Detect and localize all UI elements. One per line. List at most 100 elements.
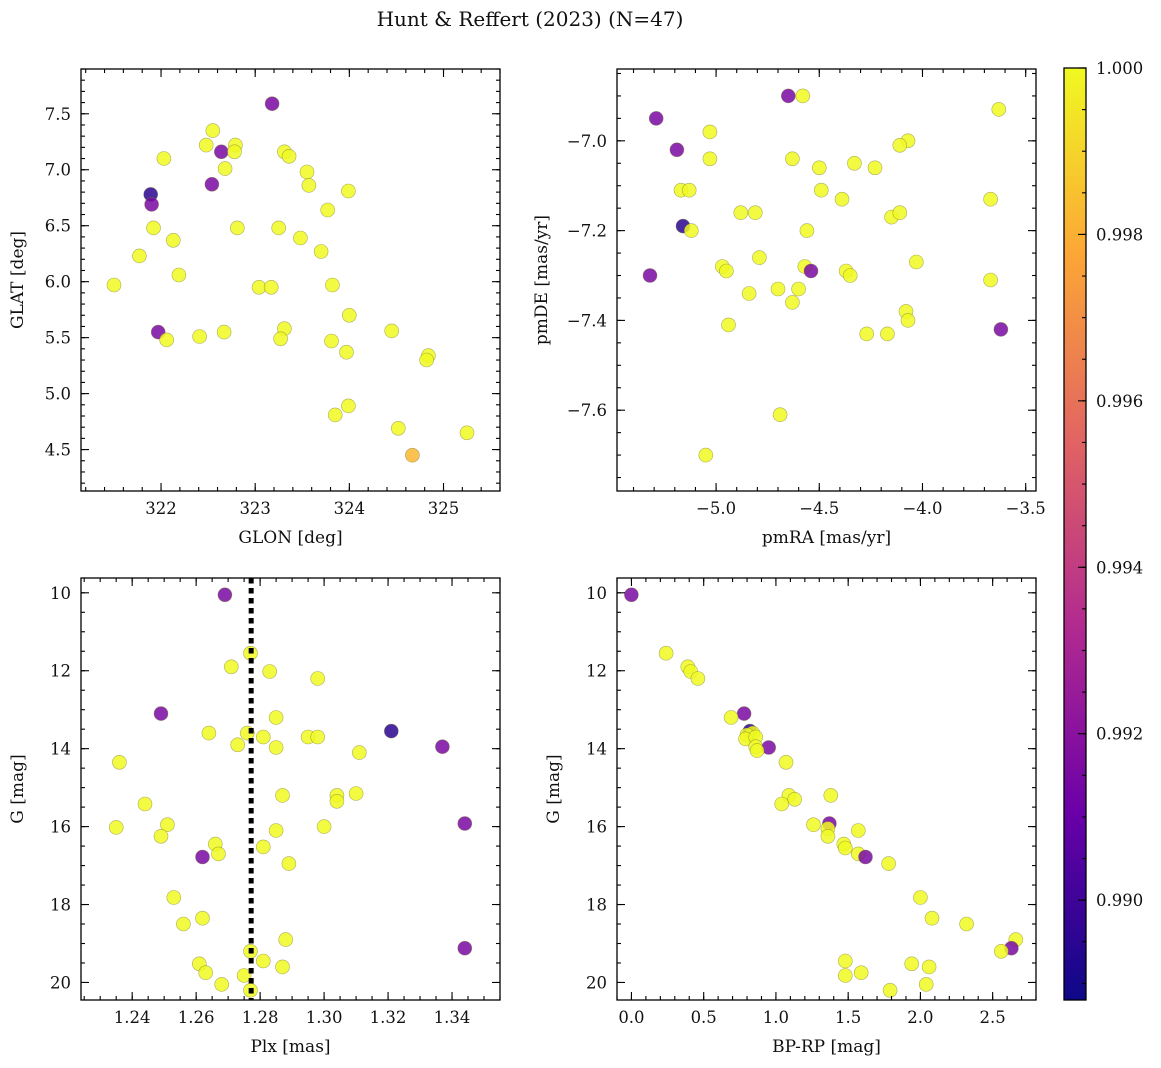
data-point <box>166 233 181 248</box>
data-point <box>683 223 699 238</box>
data-point <box>224 659 239 675</box>
data-point <box>153 828 169 844</box>
data-point <box>648 111 664 126</box>
data-point <box>669 142 685 158</box>
data-point <box>770 281 786 297</box>
data-point <box>778 754 794 770</box>
data-point <box>132 248 147 264</box>
data-point <box>195 910 210 926</box>
x-tick-label: −4.0 <box>902 499 942 518</box>
data-point <box>255 839 271 855</box>
data-point <box>795 88 811 104</box>
y-tick-label: −7.0 <box>567 132 607 151</box>
data-point <box>271 220 287 236</box>
data-point <box>351 745 367 760</box>
data-point <box>842 268 858 283</box>
data-point <box>741 286 757 301</box>
x-tick-label: 1.0 <box>763 1008 789 1027</box>
data-point <box>251 279 267 295</box>
x-tick-label: 1.26 <box>178 1008 215 1027</box>
data-point <box>275 788 290 803</box>
data-point <box>137 796 153 812</box>
data-point <box>112 754 127 770</box>
data-point <box>834 191 850 207</box>
data-point <box>205 123 221 138</box>
data-point <box>459 425 475 441</box>
y-tick-label: 4.5 <box>45 441 71 460</box>
data-point <box>853 965 869 981</box>
data-point <box>993 322 1009 337</box>
data-point <box>108 820 124 835</box>
data-point <box>918 977 934 992</box>
data-point <box>217 587 233 603</box>
data-point <box>904 956 920 972</box>
x-tick-label: 325 <box>428 499 460 518</box>
x-tick-label: 1.28 <box>242 1008 279 1027</box>
data-point <box>791 281 806 297</box>
panel-bprp-g: 0.0 0.5 1.0 1.5 2.0 2.5 10 12 14 16 18 20 BP-RP [mag… <box>544 577 1037 1057</box>
colorbar: 0.990 0.992 0.994 0.996 0.998 1.000 <box>1063 59 1143 1001</box>
data-point <box>227 144 242 160</box>
data-point <box>723 710 739 725</box>
data-point <box>457 816 473 831</box>
data-point <box>195 849 210 865</box>
data-point <box>752 250 767 265</box>
y-tick-label: 7.5 <box>45 105 71 124</box>
data-point <box>749 743 765 758</box>
data-point <box>198 137 214 153</box>
data-point <box>106 277 122 293</box>
data-point <box>214 977 229 992</box>
data-point <box>236 968 252 983</box>
data-point <box>166 890 182 905</box>
y-tick-label: 12 <box>50 662 71 681</box>
data-point <box>823 788 839 803</box>
y-tick-label: 6.0 <box>45 273 71 292</box>
y-tick-label: 20 <box>586 973 607 992</box>
data-point <box>262 664 278 679</box>
data-point <box>383 723 399 739</box>
data-point <box>702 124 718 140</box>
data-point <box>803 263 819 279</box>
y-tick-label: −7.2 <box>567 222 607 241</box>
data-point <box>747 205 763 220</box>
data-point <box>787 791 803 807</box>
data-point <box>993 943 1009 959</box>
data-point <box>806 817 821 833</box>
data-point <box>230 737 245 753</box>
figure-title: Hunt & Reffert (2023) (N=47) <box>377 7 684 31</box>
data-point <box>268 823 284 838</box>
data-point <box>774 796 790 812</box>
data-point <box>348 786 364 801</box>
data-point <box>299 164 315 180</box>
data-point <box>799 223 815 238</box>
data-point <box>892 138 908 153</box>
x-tick-label: 1.30 <box>306 1008 343 1027</box>
x-axis-label: Plx [mas] <box>250 1037 330 1057</box>
data-point <box>211 846 226 862</box>
colorbar-tick-label: 0.994 <box>1096 558 1143 577</box>
data-point <box>329 793 345 809</box>
data-point <box>847 156 862 171</box>
panel-glon-glat: 322 323 324 325 4.5 5.0 5.5 6.0 6.5 7.0 7.5 GLON [d… <box>8 68 501 548</box>
data-point <box>820 828 836 844</box>
data-point <box>320 202 336 218</box>
data-point <box>690 671 706 686</box>
data-point <box>176 916 191 932</box>
data-point <box>301 178 317 193</box>
data-point <box>390 420 406 436</box>
data-point <box>316 819 332 834</box>
data-point <box>278 932 294 947</box>
data-point <box>405 447 420 463</box>
data-point <box>217 161 233 176</box>
data-point <box>263 279 279 295</box>
x-tick-label: 323 <box>239 499 271 518</box>
x-axis-label: pmRA [mas/yr] <box>762 528 891 548</box>
data-point <box>273 331 288 347</box>
data-point <box>268 710 284 725</box>
x-tick-label: 2.5 <box>980 1008 1006 1027</box>
data-point <box>867 160 883 176</box>
x-tick-label: 1.24 <box>114 1008 151 1027</box>
data-point <box>785 151 800 167</box>
data-point <box>721 317 736 333</box>
scatter-points <box>624 587 1024 998</box>
